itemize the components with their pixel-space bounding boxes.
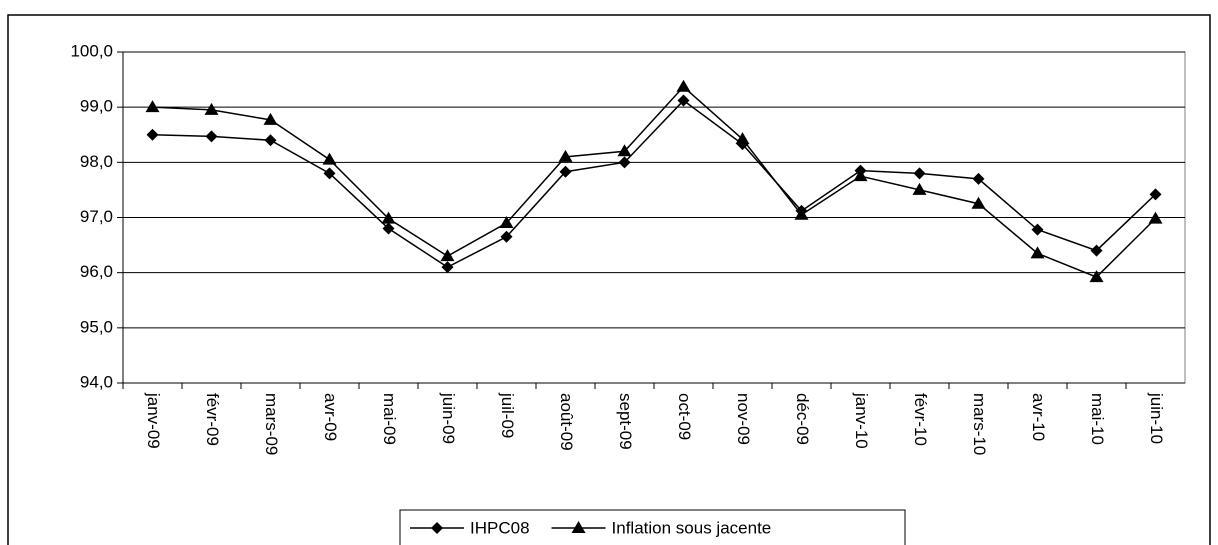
marker: [559, 165, 572, 178]
marker: [558, 149, 573, 162]
x-tick-label: août-09: [557, 393, 576, 451]
x-tick-label: juin-09: [439, 392, 458, 444]
marker: [971, 196, 986, 209]
marker: [145, 100, 160, 113]
marker: [735, 132, 750, 145]
legend: IHPC08 Inflation sous jacente: [399, 509, 906, 545]
y-tick-label: 99,0: [80, 97, 113, 116]
marker: [1090, 244, 1103, 257]
marker: [677, 94, 690, 107]
legend-label: Inflation sous jacente: [612, 518, 772, 537]
marker: [1030, 246, 1045, 259]
x-tick-label: nov-09: [734, 393, 753, 445]
x-tick-label: mai-09: [380, 393, 399, 445]
marker: [571, 521, 586, 533]
marker: [499, 216, 514, 229]
marker: [794, 207, 809, 220]
x-tick-label: mai-10: [1088, 393, 1107, 445]
x-tick-label: mars-10: [970, 393, 989, 455]
x-tick-label: sept-09: [616, 393, 635, 450]
marker: [913, 167, 926, 180]
x-tick-label: juil-09: [498, 392, 517, 438]
legend-label: IHPC08: [470, 518, 530, 537]
x-tick-label: févr-09: [203, 393, 222, 446]
x-tick-label: oct-09: [675, 393, 694, 440]
marker: [1149, 188, 1162, 201]
marker: [1031, 223, 1044, 236]
x-tick-label: juin-10: [1147, 392, 1166, 444]
x-tick-label: janv-09: [144, 392, 163, 449]
x-tick-label: avr-10: [1029, 393, 1048, 441]
marker: [972, 172, 985, 185]
marker: [204, 102, 219, 115]
marker: [264, 134, 277, 147]
x-tick-label: mars-09: [262, 393, 281, 455]
marker: [322, 152, 337, 165]
x-tick-label: janv-10: [852, 392, 871, 449]
marker: [431, 522, 443, 534]
marker: [617, 144, 632, 157]
y-tick-label: 94,0: [80, 372, 113, 391]
marker: [205, 130, 218, 143]
y-tick-label: 97,0: [80, 207, 113, 226]
y-tick-label: 98,0: [80, 152, 113, 171]
marker: [912, 182, 927, 195]
marker: [1089, 270, 1104, 283]
marker: [676, 79, 691, 92]
marker: [853, 169, 868, 182]
y-tick-label: 100,0: [70, 41, 113, 60]
y-tick-label: 96,0: [80, 262, 113, 281]
y-tick-label: 95,0: [80, 317, 113, 336]
marker: [500, 230, 513, 243]
marker: [382, 222, 395, 235]
series-line: [152, 99, 1157, 269]
marker: [323, 167, 336, 180]
marker: [381, 211, 396, 224]
x-tick-label: avr-09: [321, 393, 340, 441]
marker: [441, 261, 454, 274]
marker: [1148, 211, 1163, 224]
marker: [618, 156, 631, 169]
x-tick-label: déc-09: [793, 393, 812, 445]
marker: [146, 128, 159, 141]
series-line: [152, 85, 1157, 278]
marker: [263, 112, 278, 125]
x-tick-label: févr-10: [911, 393, 930, 446]
marker: [440, 249, 455, 262]
legend-box: [399, 509, 906, 545]
